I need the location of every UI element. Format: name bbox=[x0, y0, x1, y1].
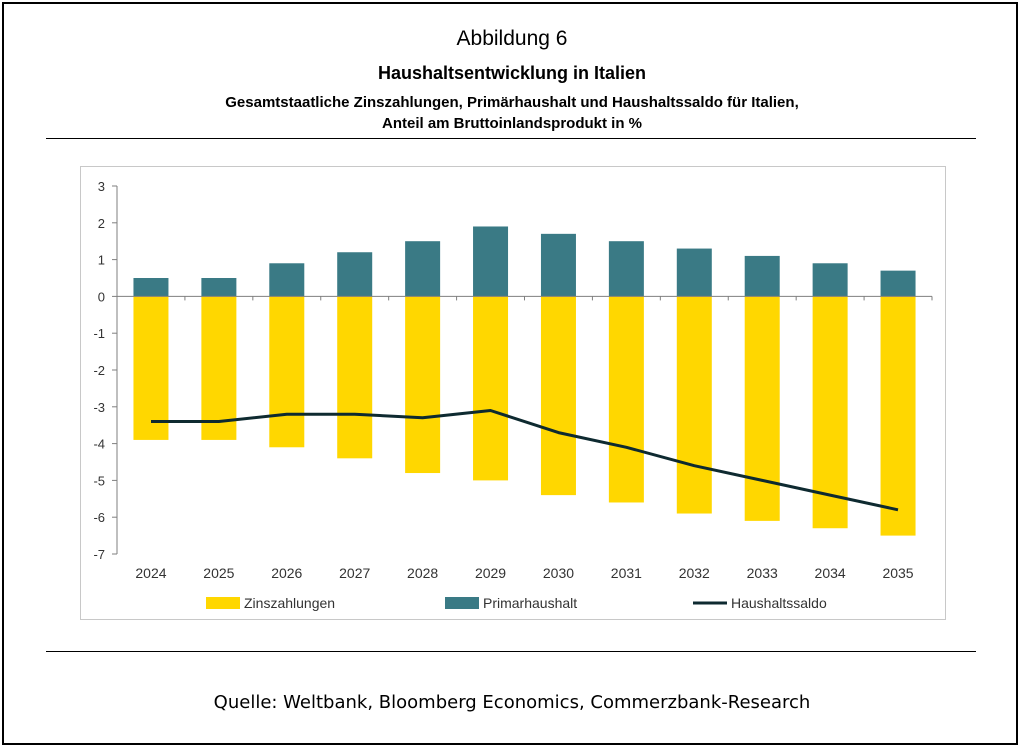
y-tick-label: -3 bbox=[93, 400, 105, 415]
y-tick-label: 2 bbox=[98, 216, 105, 231]
y-tick-label: -1 bbox=[93, 326, 105, 341]
bar-zinszahlungen bbox=[473, 296, 509, 481]
bar-primarhaushalt bbox=[133, 278, 169, 297]
legend-primarhaushalt-swatch bbox=[445, 597, 479, 609]
y-tick-label: -7 bbox=[93, 547, 105, 562]
bar-zinszahlungen bbox=[540, 296, 576, 496]
x-tick-label: 2026 bbox=[271, 565, 302, 581]
x-tick-label: 2027 bbox=[339, 565, 370, 581]
bar-zinszahlungen bbox=[744, 296, 780, 521]
bar-primarhaushalt bbox=[473, 226, 509, 297]
x-tick-label: 2024 bbox=[135, 565, 166, 581]
x-tick-label: 2034 bbox=[815, 565, 846, 581]
chart-subtitle-line-1: Gesamtstaatliche Zinszahlungen, Primärha… bbox=[225, 94, 799, 111]
bar-primarhaushalt bbox=[676, 248, 712, 297]
bar-zinszahlungen bbox=[201, 296, 237, 440]
y-tick-label: 0 bbox=[98, 289, 105, 304]
figure-caption: Abbildung 6 bbox=[456, 27, 568, 50]
x-tick-label: 2030 bbox=[543, 565, 574, 581]
x-tick-label: 2033 bbox=[747, 565, 778, 581]
bar-zinszahlungen bbox=[812, 296, 848, 529]
divider-bottom bbox=[46, 651, 976, 652]
bar-primarhaushalt bbox=[201, 278, 237, 297]
y-tick-label: 1 bbox=[98, 253, 105, 268]
bar-primarhaushalt bbox=[337, 252, 373, 297]
chart-subtitle: Gesamtstaatliche Zinszahlungen, Primärha… bbox=[0, 92, 1024, 134]
bar-zinszahlungen bbox=[608, 296, 644, 503]
y-tick-label: -6 bbox=[93, 510, 105, 525]
bar-zinszahlungen bbox=[880, 296, 916, 536]
bar-primarhaushalt bbox=[880, 270, 916, 297]
x-tick-label: 2035 bbox=[882, 565, 913, 581]
bar-zinszahlungen bbox=[337, 296, 373, 459]
chart-subtitle-line-2: Anteil am Bruttoinlandsprodukt in % bbox=[381, 115, 642, 132]
x-tick-label: 2029 bbox=[475, 565, 506, 581]
bar-primarhaushalt bbox=[269, 263, 305, 297]
y-tick-label: 3 bbox=[98, 179, 105, 194]
legend-zinszahlungen-label: Zinszahlungen bbox=[244, 595, 335, 611]
legend-haushaltssaldo-label: Haushaltssaldo bbox=[731, 595, 827, 611]
bar-zinszahlungen bbox=[269, 296, 305, 448]
x-tick-label: 2028 bbox=[407, 565, 438, 581]
x-tick-label: 2031 bbox=[611, 565, 642, 581]
line-haushaltssaldo bbox=[151, 409, 899, 512]
divider-top bbox=[46, 138, 976, 139]
chart-title: Haushaltsentwicklung in Italien bbox=[377, 63, 647, 83]
bar-primarhaushalt bbox=[744, 255, 780, 297]
y-tick-label: -4 bbox=[93, 437, 105, 452]
bar-zinszahlungen bbox=[676, 296, 712, 514]
legend-primarhaushalt-label: Primarhaushalt bbox=[483, 595, 577, 611]
source-note: Quelle: Weltbank, Bloomberg Economics, C… bbox=[213, 692, 811, 713]
x-tick-label: 2032 bbox=[679, 565, 710, 581]
bar-primarhaushalt bbox=[608, 241, 644, 297]
bar-primarhaushalt bbox=[405, 241, 441, 297]
bar-primarhaushalt bbox=[540, 233, 576, 297]
y-tick-label: -2 bbox=[93, 363, 105, 378]
x-tick-label: 2025 bbox=[203, 565, 234, 581]
chart-svg: 3 2 1 0 -1 -2 -3 -4 -5 -6 -7 2024 2025 2026 2027 2028 20… bbox=[93, 179, 933, 611]
bar-primarhaushalt bbox=[812, 263, 848, 297]
chart-area: 3 2 1 0 -1 -2 -3 -4 -5 -6 -7 2024 2025 2026 2027 2028 20… bbox=[80, 166, 946, 620]
bar-zinszahlungen bbox=[133, 296, 169, 440]
legend-zinszahlungen-swatch bbox=[206, 597, 240, 609]
bar-zinszahlungen bbox=[405, 296, 441, 474]
y-tick-label: -5 bbox=[93, 473, 105, 488]
